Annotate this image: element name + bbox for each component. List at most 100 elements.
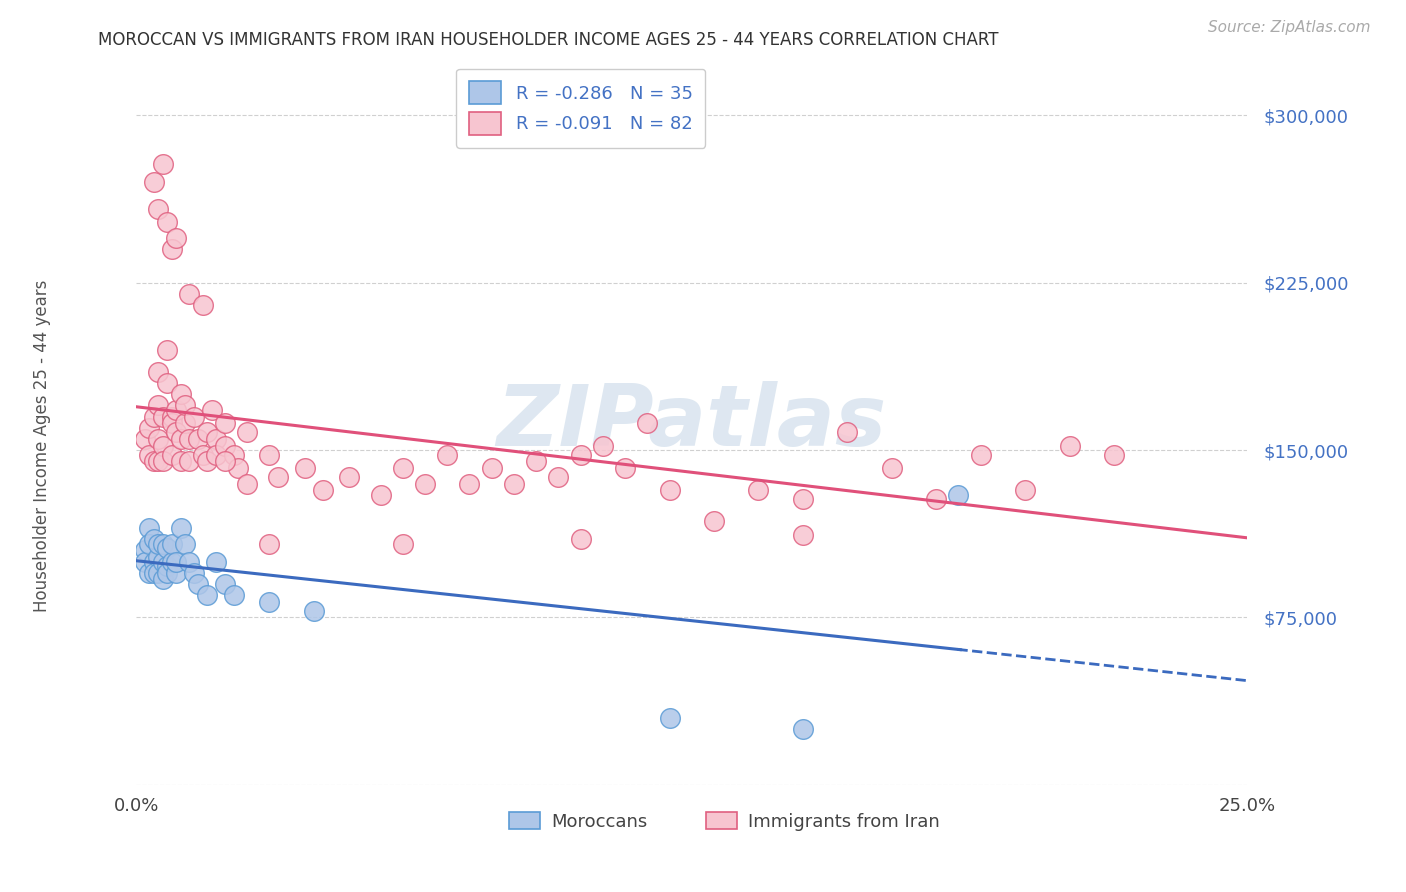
Point bbox=[142, 454, 165, 468]
Point bbox=[592, 439, 614, 453]
Point bbox=[169, 432, 191, 446]
Point bbox=[148, 432, 170, 446]
Point bbox=[148, 537, 170, 551]
Point bbox=[792, 492, 814, 507]
Point bbox=[148, 202, 170, 216]
Point bbox=[236, 476, 259, 491]
Point bbox=[214, 439, 236, 453]
Point bbox=[614, 461, 637, 475]
Point bbox=[267, 470, 290, 484]
Point bbox=[636, 417, 658, 431]
Point bbox=[138, 448, 160, 462]
Point bbox=[214, 577, 236, 591]
Point bbox=[152, 409, 174, 424]
Point bbox=[152, 439, 174, 453]
Point bbox=[214, 454, 236, 468]
Point bbox=[339, 470, 361, 484]
Point bbox=[165, 555, 187, 569]
Point bbox=[134, 543, 156, 558]
Text: MOROCCAN VS IMMIGRANTS FROM IRAN HOUSEHOLDER INCOME AGES 25 - 44 YEARS CORRELATI: MOROCCAN VS IMMIGRANTS FROM IRAN HOUSEHO… bbox=[98, 31, 998, 49]
Point bbox=[160, 242, 183, 256]
Point bbox=[195, 454, 218, 468]
Point bbox=[837, 425, 859, 440]
Point bbox=[179, 454, 201, 468]
Point bbox=[148, 399, 170, 413]
Point bbox=[195, 425, 218, 440]
Point bbox=[214, 417, 236, 431]
Point bbox=[169, 521, 191, 535]
Point bbox=[160, 448, 183, 462]
Point bbox=[165, 566, 187, 580]
Point bbox=[880, 461, 903, 475]
Point bbox=[156, 559, 179, 574]
Point bbox=[205, 448, 228, 462]
Point bbox=[205, 432, 228, 446]
Legend: R = -0.286   N = 35, R = -0.091   N = 82: R = -0.286 N = 35, R = -0.091 N = 82 bbox=[456, 69, 706, 147]
Point bbox=[547, 470, 569, 484]
Point bbox=[142, 409, 165, 424]
Point bbox=[179, 286, 201, 301]
Point bbox=[569, 533, 592, 547]
Point bbox=[1014, 483, 1036, 498]
Point bbox=[1102, 448, 1125, 462]
Point bbox=[228, 461, 250, 475]
Point bbox=[165, 403, 187, 417]
Point bbox=[152, 157, 174, 171]
Point bbox=[174, 537, 197, 551]
Point bbox=[152, 555, 174, 569]
Point bbox=[205, 555, 228, 569]
Point bbox=[236, 425, 259, 440]
Text: Moroccans: Moroccans bbox=[551, 814, 647, 831]
Point bbox=[138, 566, 160, 580]
Point bbox=[179, 432, 201, 446]
Point bbox=[148, 454, 170, 468]
Point bbox=[165, 425, 187, 440]
Point bbox=[524, 454, 547, 468]
Point bbox=[160, 555, 183, 569]
Point bbox=[165, 231, 187, 245]
Point bbox=[413, 476, 436, 491]
Point bbox=[747, 483, 769, 498]
Point bbox=[156, 566, 179, 580]
Point bbox=[703, 515, 725, 529]
Point bbox=[152, 537, 174, 551]
Point bbox=[391, 537, 413, 551]
Point bbox=[191, 448, 214, 462]
Point bbox=[156, 541, 179, 556]
Point bbox=[436, 448, 458, 462]
Point bbox=[179, 555, 201, 569]
Point bbox=[569, 448, 592, 462]
Point bbox=[148, 550, 170, 565]
Point bbox=[195, 588, 218, 602]
Point bbox=[152, 573, 174, 587]
Point bbox=[312, 483, 335, 498]
Point bbox=[160, 409, 183, 424]
Point bbox=[142, 566, 165, 580]
Point bbox=[503, 476, 526, 491]
Point bbox=[160, 537, 183, 551]
Point bbox=[156, 215, 179, 229]
Text: Source: ZipAtlas.com: Source: ZipAtlas.com bbox=[1208, 20, 1371, 35]
Point bbox=[792, 528, 814, 542]
Point bbox=[658, 483, 681, 498]
Point bbox=[174, 399, 197, 413]
Text: ZIPatlas: ZIPatlas bbox=[496, 381, 887, 464]
Point bbox=[259, 595, 281, 609]
Point bbox=[792, 722, 814, 736]
Point bbox=[294, 461, 316, 475]
Point bbox=[201, 403, 224, 417]
Point bbox=[187, 577, 209, 591]
Point bbox=[1059, 439, 1081, 453]
Point bbox=[925, 492, 948, 507]
Point bbox=[658, 711, 681, 725]
Point bbox=[183, 566, 205, 580]
Point bbox=[174, 417, 197, 431]
Point bbox=[138, 521, 160, 535]
Point bbox=[142, 175, 165, 189]
Point bbox=[156, 376, 179, 391]
Point bbox=[148, 566, 170, 580]
Point bbox=[148, 365, 170, 379]
Point bbox=[169, 454, 191, 468]
Point bbox=[134, 432, 156, 446]
Point bbox=[948, 488, 970, 502]
